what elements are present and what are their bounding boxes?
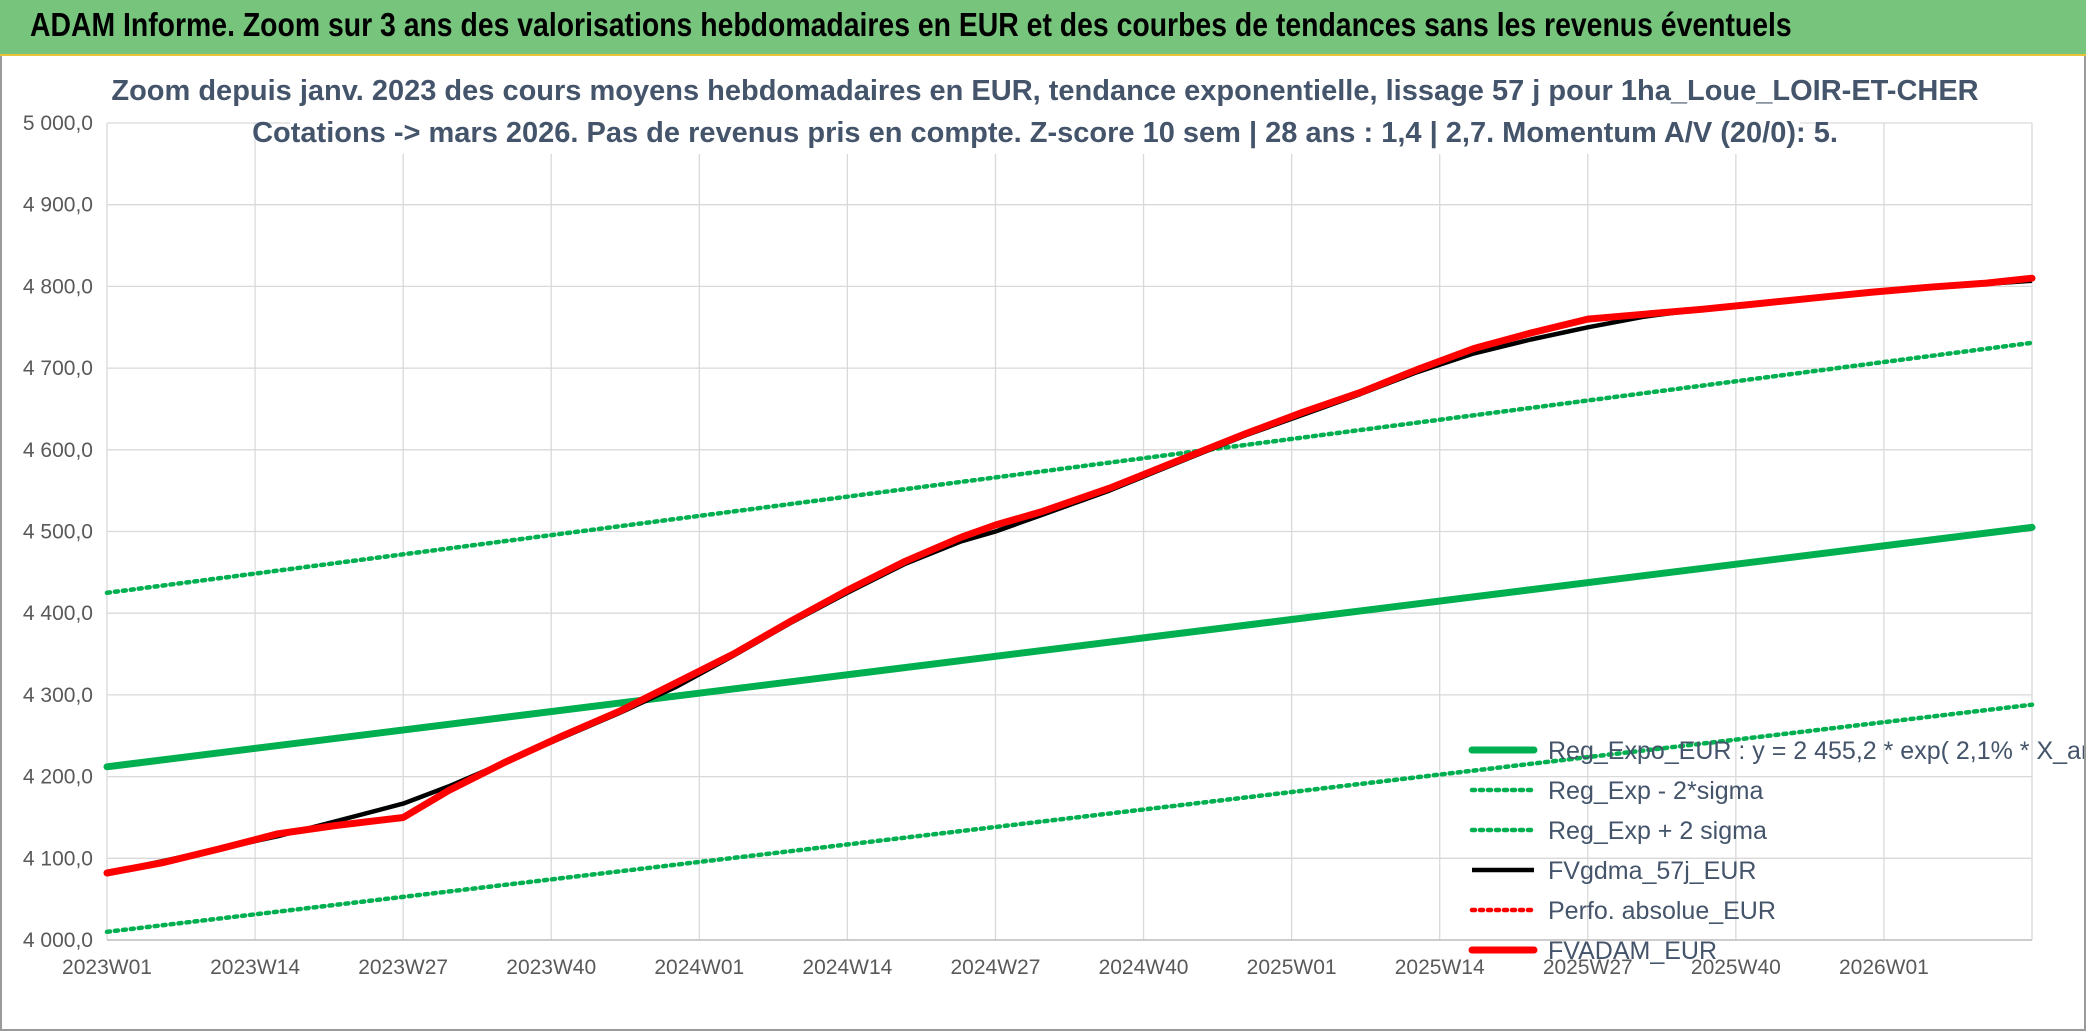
chart-legend: Reg_Expo_EUR : y = 2 455,2 * exp( 2,1% *…: [1468, 737, 2084, 965]
y-tick-label: 4 100,0: [23, 847, 93, 870]
chart-axes: 4 000,0 4 100,0 4 200,0 4 300,0 4 400,0 4 500…: [23, 112, 2032, 979]
x-tick-label: 2026W01: [1839, 956, 1929, 979]
x-tick-label: 2025W27: [1543, 956, 1633, 979]
y-tick-label: 4 800,0: [23, 275, 93, 298]
report-title: ADAM Informe. Zoom sur 3 ans des valoris…: [30, 6, 1792, 43]
x-tick-label: 2025W14: [1395, 956, 1485, 979]
y-tick-label: 5 000,0: [23, 112, 93, 135]
chart-series: [103, 274, 2036, 935]
series-line-3: [104, 340, 2035, 596]
x-tick-label: 2023W14: [210, 956, 300, 979]
x-tick-label: 2025W40: [1691, 956, 1781, 979]
legend-label: Reg_Expo_EUR : y = 2 455,2 * exp( 2,1% *…: [1548, 737, 2084, 765]
y-tick-label: 4 600,0: [23, 439, 93, 462]
series-line-2: [104, 702, 2035, 935]
x-tick-label: 2025W01: [1247, 956, 1337, 979]
series-line-6: [103, 274, 2036, 877]
x-tick-label: 2024W14: [802, 956, 892, 979]
report-header-banner: ADAM Informe. Zoom sur 3 ans des valoris…: [0, 0, 2086, 56]
legend-label: Perfo. absolue_EUR: [1548, 897, 1776, 925]
y-tick-label: 4 500,0: [23, 521, 93, 544]
line-chart: 4 000,0 4 100,0 4 200,0 4 300,0 4 400,0 4 500…: [23, 58, 2084, 979]
y-tick-label: 4 000,0: [23, 929, 93, 952]
legend-label: Reg_Exp - 2*sigma: [1548, 777, 1763, 805]
x-tick-label: 2024W01: [654, 956, 744, 979]
legend-label: FVADAM_EUR: [1548, 937, 1717, 965]
x-tick-label: 2024W40: [1099, 956, 1189, 979]
x-tick-label: 2023W40: [506, 956, 596, 979]
chart-subtitle: Cotations -> mars 2026. Pas de revenus p…: [252, 117, 1838, 149]
chart-title-block: Zoom depuis janv. 2023 des cours moyens …: [111, 58, 1979, 154]
y-tick-label: 4 200,0: [23, 766, 93, 789]
series-line-1: [103, 523, 2036, 771]
chart-title: Zoom depuis janv. 2023 des cours moyens …: [111, 75, 1978, 107]
y-tick-label: 4 400,0: [23, 602, 93, 625]
y-tick-label: 4 700,0: [23, 357, 93, 380]
x-tick-label: 2023W01: [62, 956, 152, 979]
legend-label: Reg_Exp + 2 sigma: [1548, 817, 1767, 845]
y-tick-label: 4 900,0: [23, 194, 93, 217]
x-tick-label: 2023W27: [358, 956, 448, 979]
legend-label: FVgdma_57j_EUR: [1548, 857, 1756, 885]
x-tick-label: 2024W27: [951, 956, 1041, 979]
chart-area: 4 000,0 4 100,0 4 200,0 4 300,0 4 400,0 4 500…: [0, 56, 2086, 1031]
chart-title-background: [290, 58, 1800, 154]
y-tick-label: 4 300,0: [23, 684, 93, 707]
